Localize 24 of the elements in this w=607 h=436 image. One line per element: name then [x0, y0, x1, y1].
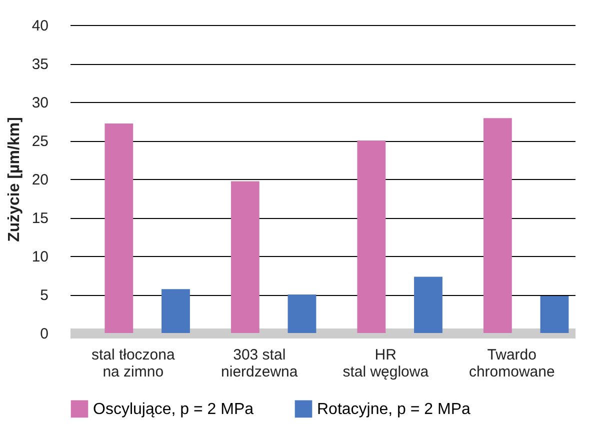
x-tick-label: 303 stal nierdzewna	[221, 346, 298, 380]
bar	[162, 289, 190, 333]
bar	[414, 276, 442, 333]
bar	[357, 140, 386, 333]
x-tick-label: Twardo chromowane	[468, 346, 555, 380]
bar	[104, 124, 134, 333]
y-axis-title: Zużycie [µm/km]	[6, 117, 23, 242]
bar	[540, 296, 569, 333]
y-tick-label: 20	[32, 172, 48, 188]
y-tick-label: 40	[32, 18, 48, 34]
y-tick-label: 0	[40, 326, 48, 342]
x-tick-label: HR stal węglowa	[342, 346, 430, 380]
y-tick-label: 25	[32, 133, 48, 150]
bar	[230, 181, 260, 333]
y-tick-label: 10	[32, 248, 48, 266]
legend-label: Rotacyjne, p = 2 MPa	[317, 400, 471, 418]
y-tick-label: 30	[32, 94, 48, 112]
x-tick-label: stal tłoczona na zimno	[91, 346, 176, 380]
y-tick-label: 35	[32, 56, 48, 73]
legend-label: Oscylujące, p = 2 MPa	[93, 400, 254, 418]
y-tick-label: 5	[40, 287, 48, 304]
y-tick-label: 15	[32, 210, 48, 227]
bar	[483, 118, 512, 333]
bar	[288, 294, 316, 333]
